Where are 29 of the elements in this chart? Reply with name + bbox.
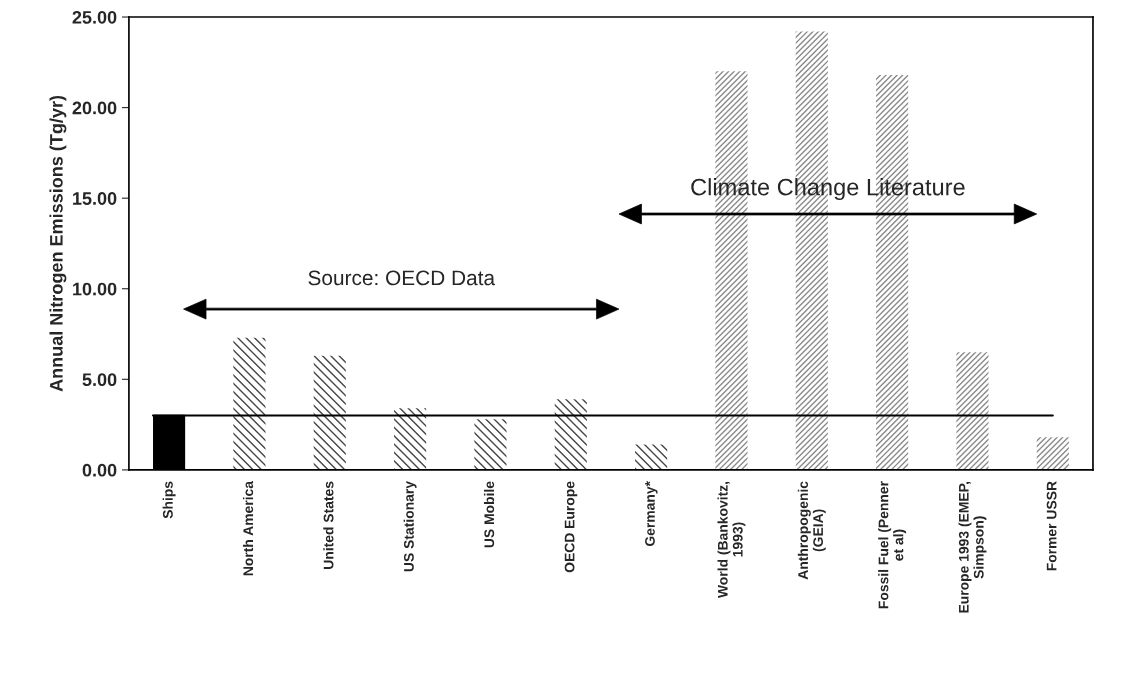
x-tick-label: US Stationary [403,481,417,572]
x-tick-label: North America [242,480,254,576]
x-tick-label: Europe 1993 (EMEP, Simpson) [958,481,987,613]
annotation: Climate Change Literature [691,178,965,201]
bar [956,352,989,470]
x-tick-label: Anthropogenic (GEIA) [797,481,826,580]
bar [394,408,427,470]
bar [635,444,668,470]
y-axis-title: Annual Nitrogen Emissions (Tg/yr) [49,95,67,392]
bar [313,355,346,470]
x-tick-label: United States [323,481,334,569]
x-tick-label: Ships [162,481,176,519]
x-tick-label: Former USSR [1046,481,1057,571]
y-tick-label: 15.00 [73,192,117,205]
y-tick-label: 20.00 [72,101,117,115]
bar [233,337,266,470]
x-tick-label: OECD Europe [564,481,578,573]
y-tick-label: 10.00 [73,282,117,296]
annotation: Source: OECD Data [308,270,496,286]
bar [1036,437,1069,470]
bar [474,419,507,470]
bar [554,399,587,470]
x-tick-label: US Mobile [483,481,495,548]
y-tick-label: 5.00 [82,373,117,387]
x-tick-label: Fossil Fuel (Penner et al) [878,481,907,609]
y-tick-label: 0.00 [82,463,117,477]
x-tick-label: Germany* [645,481,658,547]
y-tick-label: 25.00 [72,10,117,24]
x-tick-label: World (Bankovitz, 1993) [717,481,746,599]
